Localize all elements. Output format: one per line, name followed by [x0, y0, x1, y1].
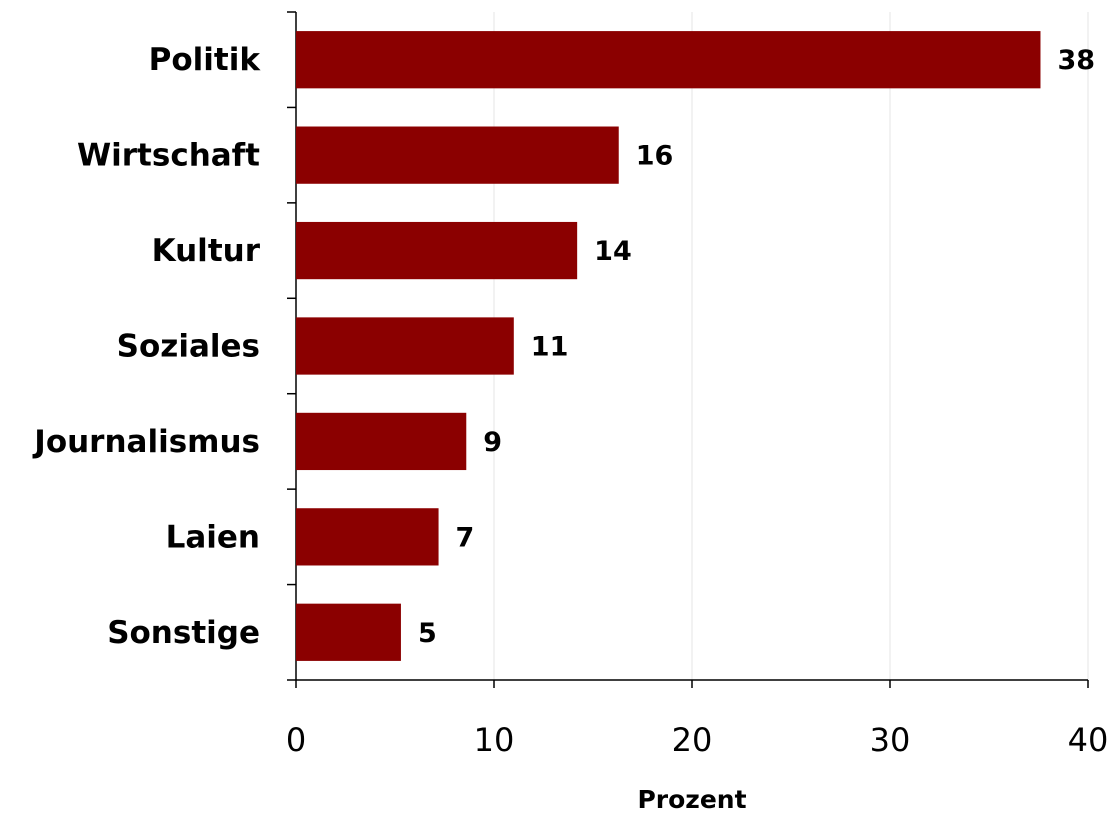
value-label: 16	[636, 141, 674, 172]
value-label: 38	[1057, 45, 1095, 76]
x-tick-label: 30	[870, 721, 911, 759]
bar	[296, 221, 578, 280]
y-tick-label: Wirtschaft	[77, 138, 260, 174]
y-tick-label: Soziales	[117, 329, 260, 365]
bar	[296, 508, 439, 566]
x-tick-label: 10	[474, 721, 515, 759]
bar	[296, 317, 514, 375]
bar	[296, 412, 467, 471]
value-label: 5	[418, 618, 437, 649]
x-axis-label: Prozent	[637, 785, 746, 814]
bar	[296, 126, 619, 184]
x-tick-label: 0	[286, 721, 306, 759]
value-label: 7	[456, 522, 475, 553]
y-tick-label: Politik	[149, 42, 262, 78]
y-tick-label: Journalismus	[32, 424, 260, 460]
value-label: 11	[531, 332, 569, 363]
bar	[296, 603, 401, 661]
y-tick-label: Sonstige	[107, 615, 260, 651]
bar	[296, 31, 1041, 89]
y-tick-label: Laien	[166, 519, 260, 555]
x-tick-label: 20	[672, 721, 713, 759]
value-label: 9	[483, 427, 502, 458]
y-tick-label: Kultur	[152, 233, 261, 269]
x-tick-label: 40	[1068, 721, 1109, 759]
value-label: 14	[594, 236, 632, 267]
